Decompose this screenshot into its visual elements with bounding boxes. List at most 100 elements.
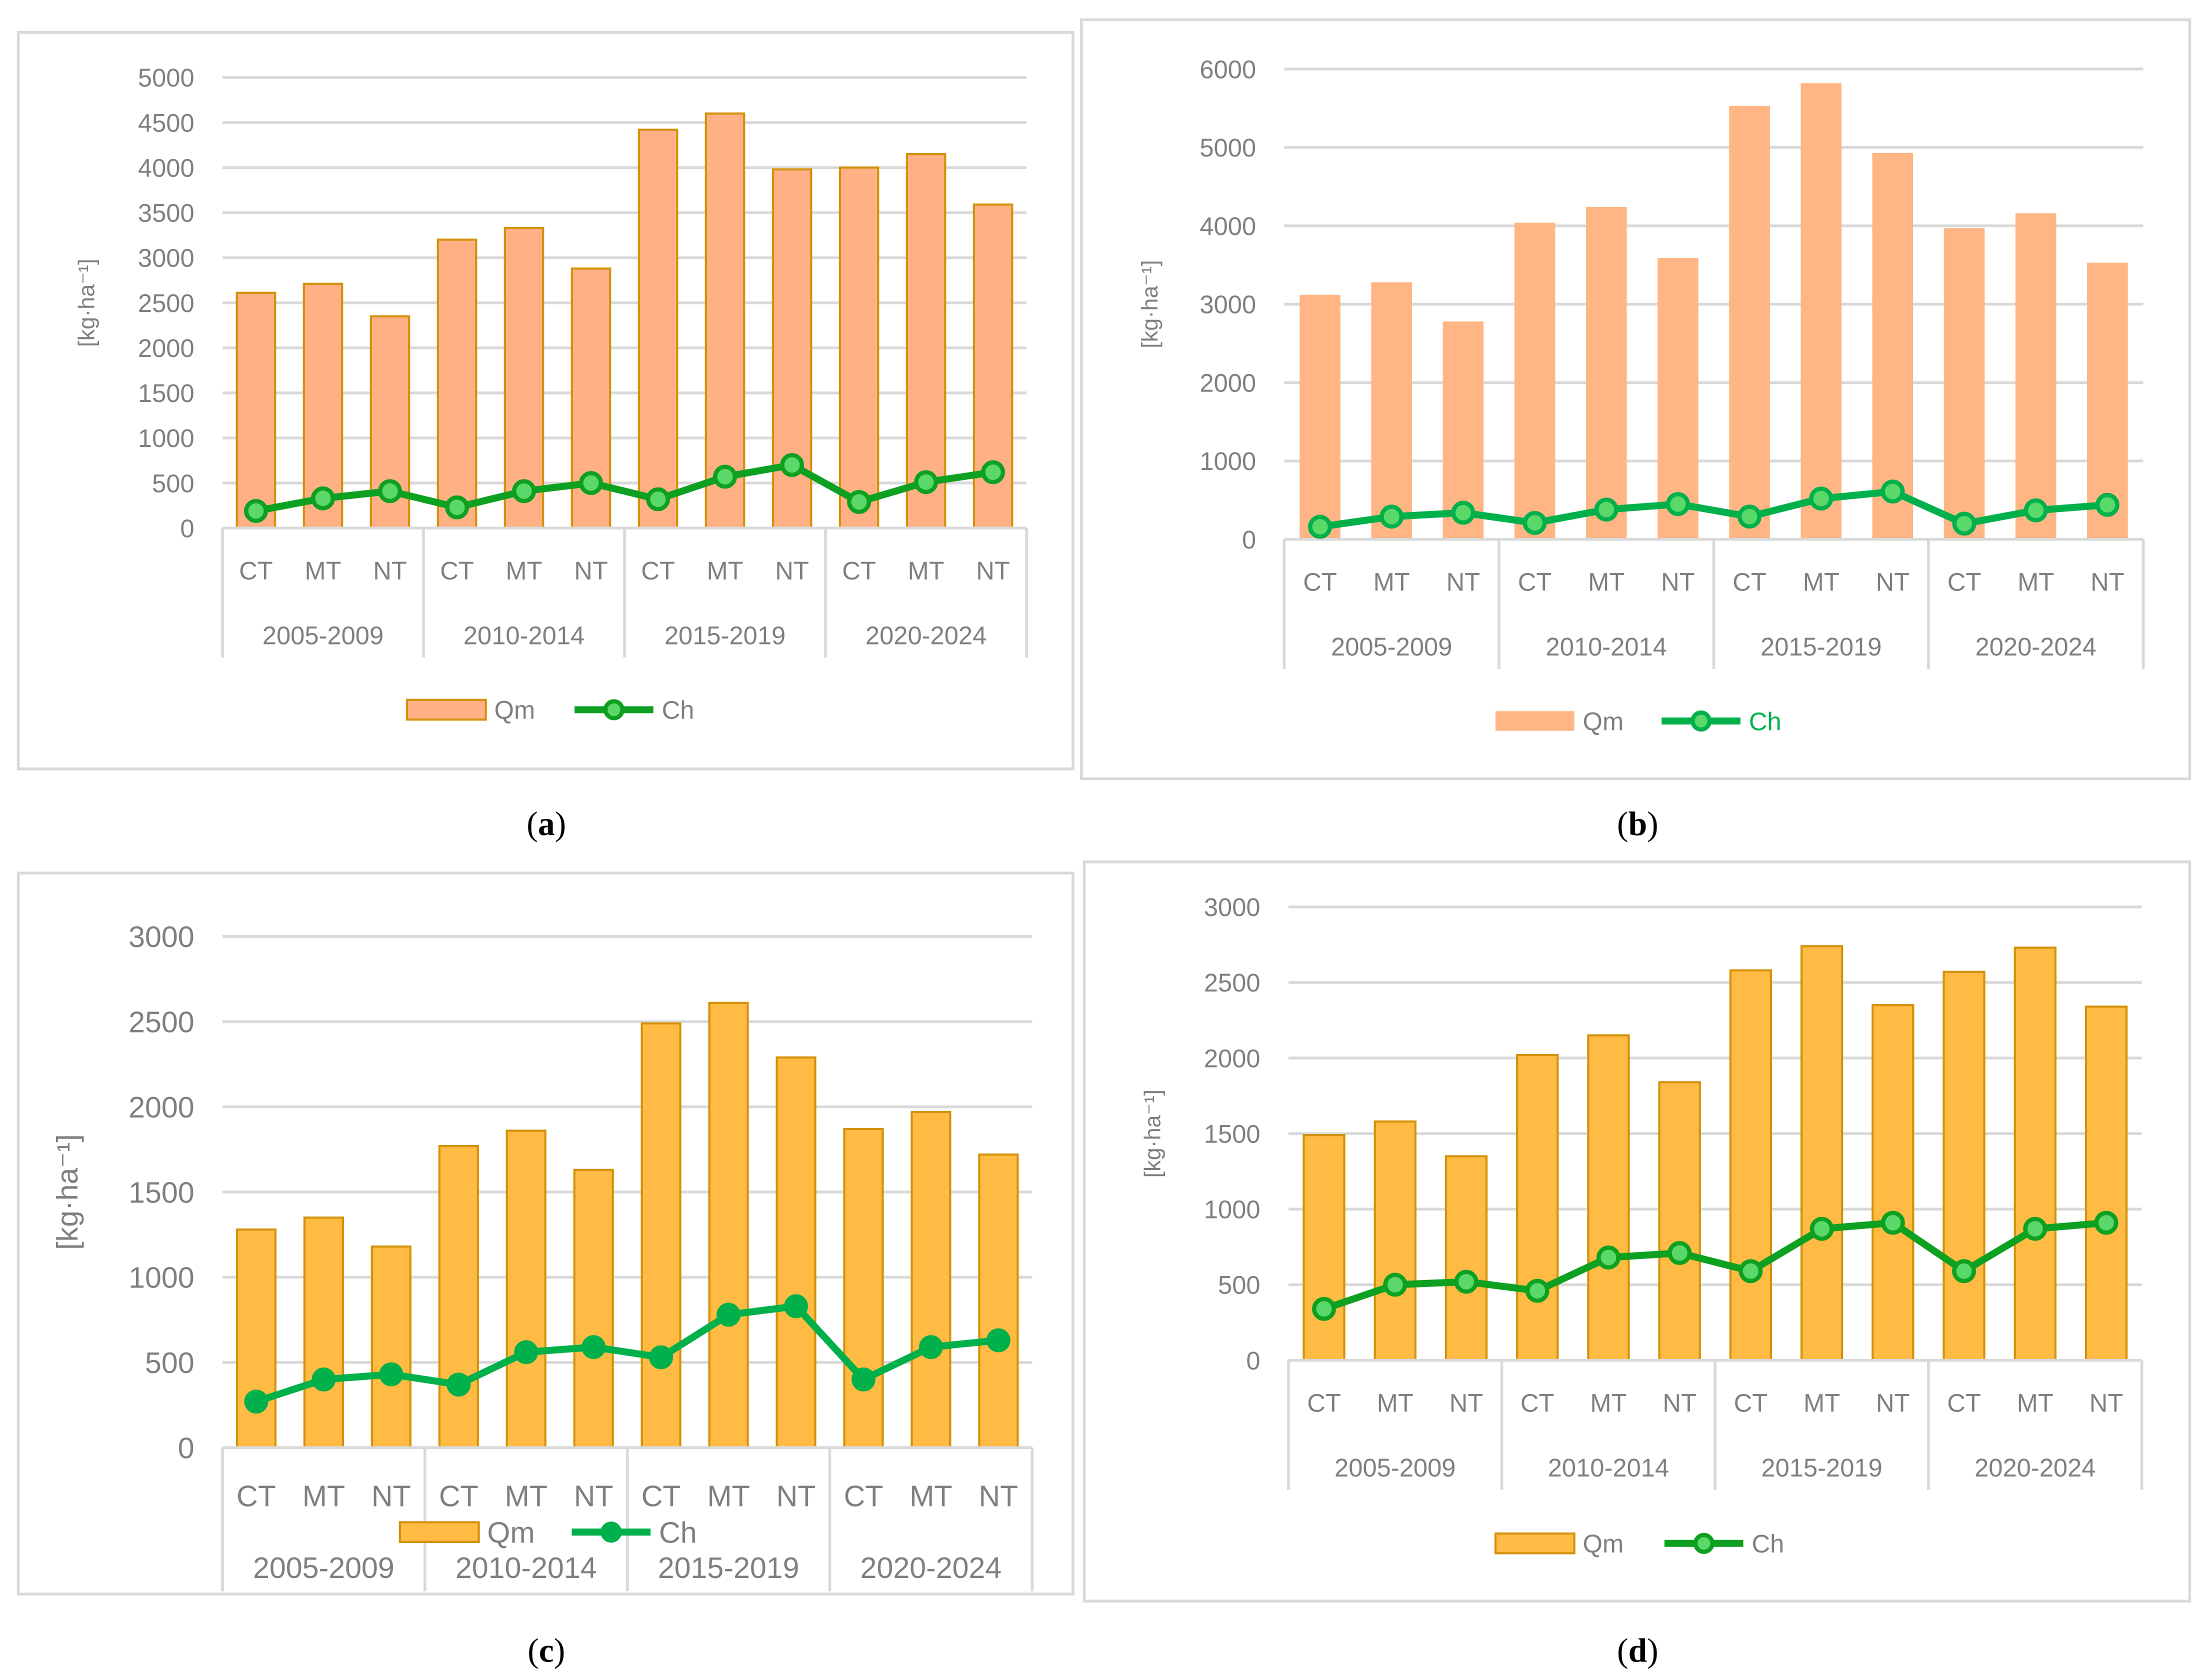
bar-qm [1302, 1134, 1346, 1362]
marker-ch [579, 471, 603, 495]
bar-qm [1514, 222, 1556, 540]
bar-qm [436, 238, 478, 530]
x-tick-label: MT [1377, 1388, 1414, 1417]
x-tick-label: NT [1662, 1388, 1696, 1417]
bar-qm [704, 112, 746, 530]
x-tick-label: NT [2090, 1388, 2124, 1417]
y-tick-label: 3000 [1204, 893, 1260, 922]
y-tick-label: 0 [1246, 1346, 1260, 1375]
bar-qm [1374, 1120, 1416, 1362]
bar-qm [1516, 1054, 1559, 1362]
x-tick-label: NT [776, 1479, 816, 1512]
x-tick-label: NT [2090, 568, 2124, 596]
bar-qm [438, 1144, 479, 1449]
bar-qm [1800, 945, 1844, 1362]
x-group-label: 2015-2019 [658, 1551, 800, 1584]
x-tick-label: NT [976, 556, 1010, 585]
marker-ch [311, 486, 335, 510]
y-tick-label: 4000 [1200, 212, 1256, 240]
legend-marker-ch [1693, 1532, 1714, 1554]
y-tick-label: 500 [145, 1346, 194, 1380]
marker-ch [1738, 1259, 1763, 1284]
marker-ch [1308, 514, 1332, 539]
y-tick-label: 1000 [1204, 1196, 1260, 1224]
bar-qm [1729, 106, 1770, 540]
y-tick-label: 2000 [128, 1090, 194, 1124]
x-tick-label: MT [1588, 568, 1624, 596]
marker-ch [784, 1294, 808, 1318]
marker-ch [1383, 1272, 1408, 1297]
x-tick-label: CT [1303, 568, 1337, 596]
x-tick-label: MT [1803, 568, 1840, 596]
bar-qm [2015, 213, 2056, 540]
caption-letter: d [1628, 1632, 1648, 1669]
x-tick-label: CT [842, 556, 876, 585]
bar-qm [978, 1153, 1019, 1449]
marker-ch [1880, 1210, 1905, 1235]
x-tick-label: CT [1947, 1388, 1981, 1417]
x-group-label: 2005-2009 [1331, 632, 1452, 661]
bar-qm [236, 1228, 277, 1449]
x-tick-label: MT [302, 1479, 345, 1512]
x-group-label: 2020-2024 [866, 621, 986, 650]
x-tick-label: NT [373, 556, 407, 585]
marker-ch [1952, 1259, 1976, 1284]
y-tick-label: 500 [152, 469, 194, 498]
legend-label-qm: Qm [494, 696, 536, 724]
marker-ch [1451, 500, 1476, 525]
x-tick-label: CT [1520, 1388, 1554, 1417]
bar-qm [370, 1246, 412, 1449]
x-tick-label: MT [910, 1479, 952, 1512]
y-tick-label: 1500 [138, 379, 194, 408]
marker-ch [1596, 1246, 1620, 1270]
x-group-label: 2010-2014 [456, 1551, 597, 1584]
bar-qm [1944, 228, 1985, 540]
y-tick-label: 2500 [138, 289, 194, 318]
y-tick-label: 1000 [1200, 447, 1256, 476]
marker-ch [2024, 498, 2048, 522]
bar-qm [1300, 294, 1340, 540]
caption-paren: ) [555, 805, 566, 842]
y-tick-label: 3500 [138, 199, 194, 228]
marker-ch [1880, 480, 1905, 504]
x-tick-label: MT [506, 556, 542, 585]
legend-marker-ch [603, 699, 625, 720]
marker-ch [1522, 510, 1547, 535]
bar-qm [573, 1168, 614, 1449]
x-tick-label: MT [707, 1479, 750, 1512]
marker-ch [1380, 504, 1404, 529]
x-tick-label: CT [642, 1479, 681, 1512]
x-group-label: 2010-2014 [1548, 1454, 1669, 1482]
legend-label-ch: Ch [1752, 1530, 1784, 1558]
legend-swatch-qm [1494, 1532, 1576, 1554]
caption-letter: c [539, 1632, 554, 1669]
panel-caption: (a) [526, 805, 566, 842]
marker-ch [713, 464, 737, 489]
x-tick-label: NT [1876, 568, 1910, 596]
y-tick-label: 1500 [1204, 1120, 1260, 1148]
x-tick-label: MT [1374, 568, 1410, 596]
x-tick-label: CT [440, 556, 474, 585]
marker-ch [1312, 1296, 1336, 1321]
legend-label-ch: Ch [1749, 707, 1782, 736]
legend-marker-ch [1690, 710, 1712, 732]
x-tick-label: CT [439, 1479, 478, 1512]
bar-qm [638, 128, 678, 530]
x-tick-label: NT [372, 1479, 411, 1512]
x-tick-label: CT [641, 556, 675, 585]
x-tick-label: CT [236, 1479, 276, 1512]
x-tick-label: CT [844, 1479, 884, 1512]
marker-ch [847, 490, 872, 514]
bar-qm [1586, 206, 1627, 540]
y-axis-label: [kg·ha⁻¹] [1137, 260, 1162, 348]
bar-qm [506, 1130, 546, 1449]
legend-swatch-qm [398, 1521, 480, 1544]
marker-ch [582, 1335, 606, 1360]
caption-letter: a [538, 805, 555, 842]
marker-ch [1810, 1216, 1834, 1241]
y-tick-label: 3000 [138, 244, 194, 272]
y-axis-label: [kg·ha⁻¹] [74, 258, 100, 347]
y-tick-label: 2000 [138, 334, 194, 362]
marker-ch [312, 1367, 336, 1392]
marker-ch [379, 1362, 404, 1386]
